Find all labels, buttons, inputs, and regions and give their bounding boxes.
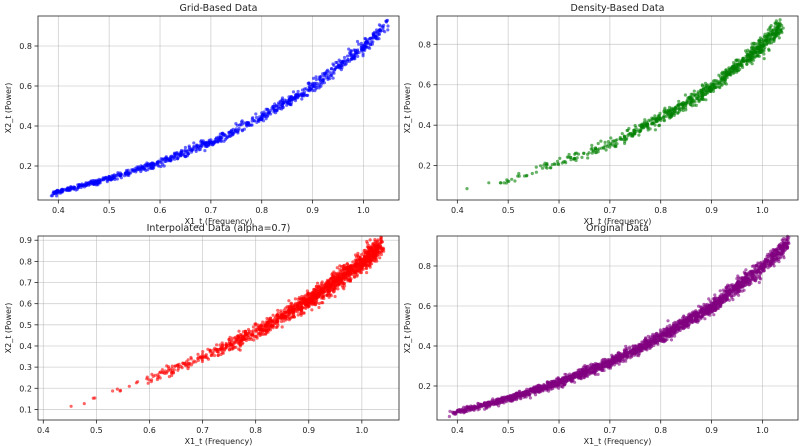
x-tick-label: 1.0 — [355, 426, 368, 435]
x-axis-label: X1_t (Frequency) — [185, 217, 253, 226]
y-tick-label: 0.6 — [418, 81, 431, 90]
y-tick-label: 0.8 — [19, 42, 32, 51]
x-tick-label: 0.5 — [502, 206, 515, 215]
y-tick-label: 0.9 — [19, 236, 32, 245]
x-tick-label: 0.4 — [37, 426, 50, 435]
x-tick-label: 0.5 — [103, 206, 116, 215]
y-tick-label: 0.8 — [418, 40, 431, 49]
x-tick-label: 0.6 — [154, 206, 167, 215]
chart-grid-based: 0.4 0.5 0.6 0.7 0.8 0.9 1.0 0.2 0.4 0.6 0.8 Grid-Ba… — [4, 3, 400, 226]
y-tick-label: 0.2 — [418, 382, 431, 391]
x-tick-label: 0.7 — [604, 426, 617, 435]
x-tick-label: 0.4 — [451, 206, 464, 215]
x-tick-label: 0.4 — [52, 206, 65, 215]
x-tick-label: 0.5 — [502, 426, 515, 435]
scatter-points — [465, 18, 785, 191]
chart-original: 0.4 0.5 0.6 0.7 0.8 0.9 1.0 0.2 0.4 0.6 0.8 Origina… — [403, 223, 799, 446]
y-tick-label: 0.6 — [19, 82, 32, 91]
x-tick-label: 0.6 — [553, 206, 566, 215]
y-tick-label: 0.3 — [19, 363, 32, 372]
chart-density-based: 0.4 0.5 0.6 0.7 0.8 0.9 1.0 0.2 0.4 0.6 0.8 Density… — [403, 3, 799, 226]
x-tick-label: 0.6 — [143, 426, 156, 435]
axes-frame — [436, 15, 799, 201]
axes-frame — [37, 235, 400, 421]
y-tick-label: 0.4 — [418, 342, 431, 351]
y-tick-label: 0.8 — [418, 262, 431, 271]
x-tick-label: 0.7 — [205, 206, 218, 215]
y-tick-label: 0.5 — [19, 321, 32, 330]
x-tick-label: 1.0 — [756, 206, 769, 215]
x-tick-label: 1.0 — [756, 426, 769, 435]
y-axis-label: X2_t (Power) — [403, 83, 412, 134]
x-axis-label: X1_t (Frequency) — [584, 437, 652, 446]
x-tick-label: 0.9 — [705, 206, 718, 215]
y-tick-label: 0.6 — [19, 300, 32, 309]
y-tick-label: 0.2 — [418, 162, 431, 171]
y-tick-label: 0.1 — [19, 405, 32, 414]
x-axis-label: X1_t (Frequency) — [584, 217, 652, 226]
y-axis-label: X2_t (Power) — [4, 83, 13, 134]
x-tick-label: 0.8 — [249, 426, 262, 435]
y-axis-label: X2_t (Power) — [403, 303, 412, 354]
y-tick-label: 0.2 — [19, 162, 32, 171]
x-tick-label: 0.9 — [306, 206, 319, 215]
chart-title: Original Data — [586, 223, 649, 234]
x-tick-label: 0.4 — [451, 426, 464, 435]
x-tick-label: 0.9 — [302, 426, 315, 435]
x-tick-label: 0.8 — [255, 206, 268, 215]
scatter-points — [69, 235, 386, 408]
chart-title: Grid-Based Data — [180, 3, 258, 14]
y-tick-label: 0.2 — [19, 384, 32, 393]
y-tick-label: 0.4 — [19, 342, 32, 351]
x-axis-label: X1_t (Frequency) — [185, 437, 253, 446]
y-tick-label: 0.4 — [19, 122, 32, 131]
chart-title: Density-Based Data — [571, 3, 665, 14]
axes-frame — [37, 15, 400, 201]
x-tick-label: 0.8 — [654, 426, 667, 435]
y-tick-label: 0.7 — [19, 279, 32, 288]
y-axis-label: X2_t (Power) — [4, 303, 13, 354]
y-tick-label: 0.6 — [418, 302, 431, 311]
x-tick-label: 1.0 — [357, 206, 370, 215]
x-tick-label: 0.8 — [654, 206, 667, 215]
chart-interpolated: 0.4 0.5 0.6 0.7 0.8 0.9 1.0 0.1 0.2 0.3 0.4 0.5 0.6 0… — [4, 223, 400, 446]
x-tick-label: 0.5 — [90, 426, 103, 435]
x-tick-label: 0.9 — [705, 426, 718, 435]
x-tick-label: 0.6 — [553, 426, 566, 435]
scatter-points — [447, 234, 791, 419]
y-tick-label: 0.4 — [418, 121, 431, 130]
x-tick-label: 0.7 — [196, 426, 209, 435]
axes-frame — [436, 235, 799, 421]
scatter-points — [49, 18, 390, 198]
x-tick-label: 0.7 — [604, 206, 617, 215]
y-tick-label: 0.8 — [19, 257, 32, 266]
chart-title: Interpolated Data (alpha=0.7) — [147, 223, 291, 234]
